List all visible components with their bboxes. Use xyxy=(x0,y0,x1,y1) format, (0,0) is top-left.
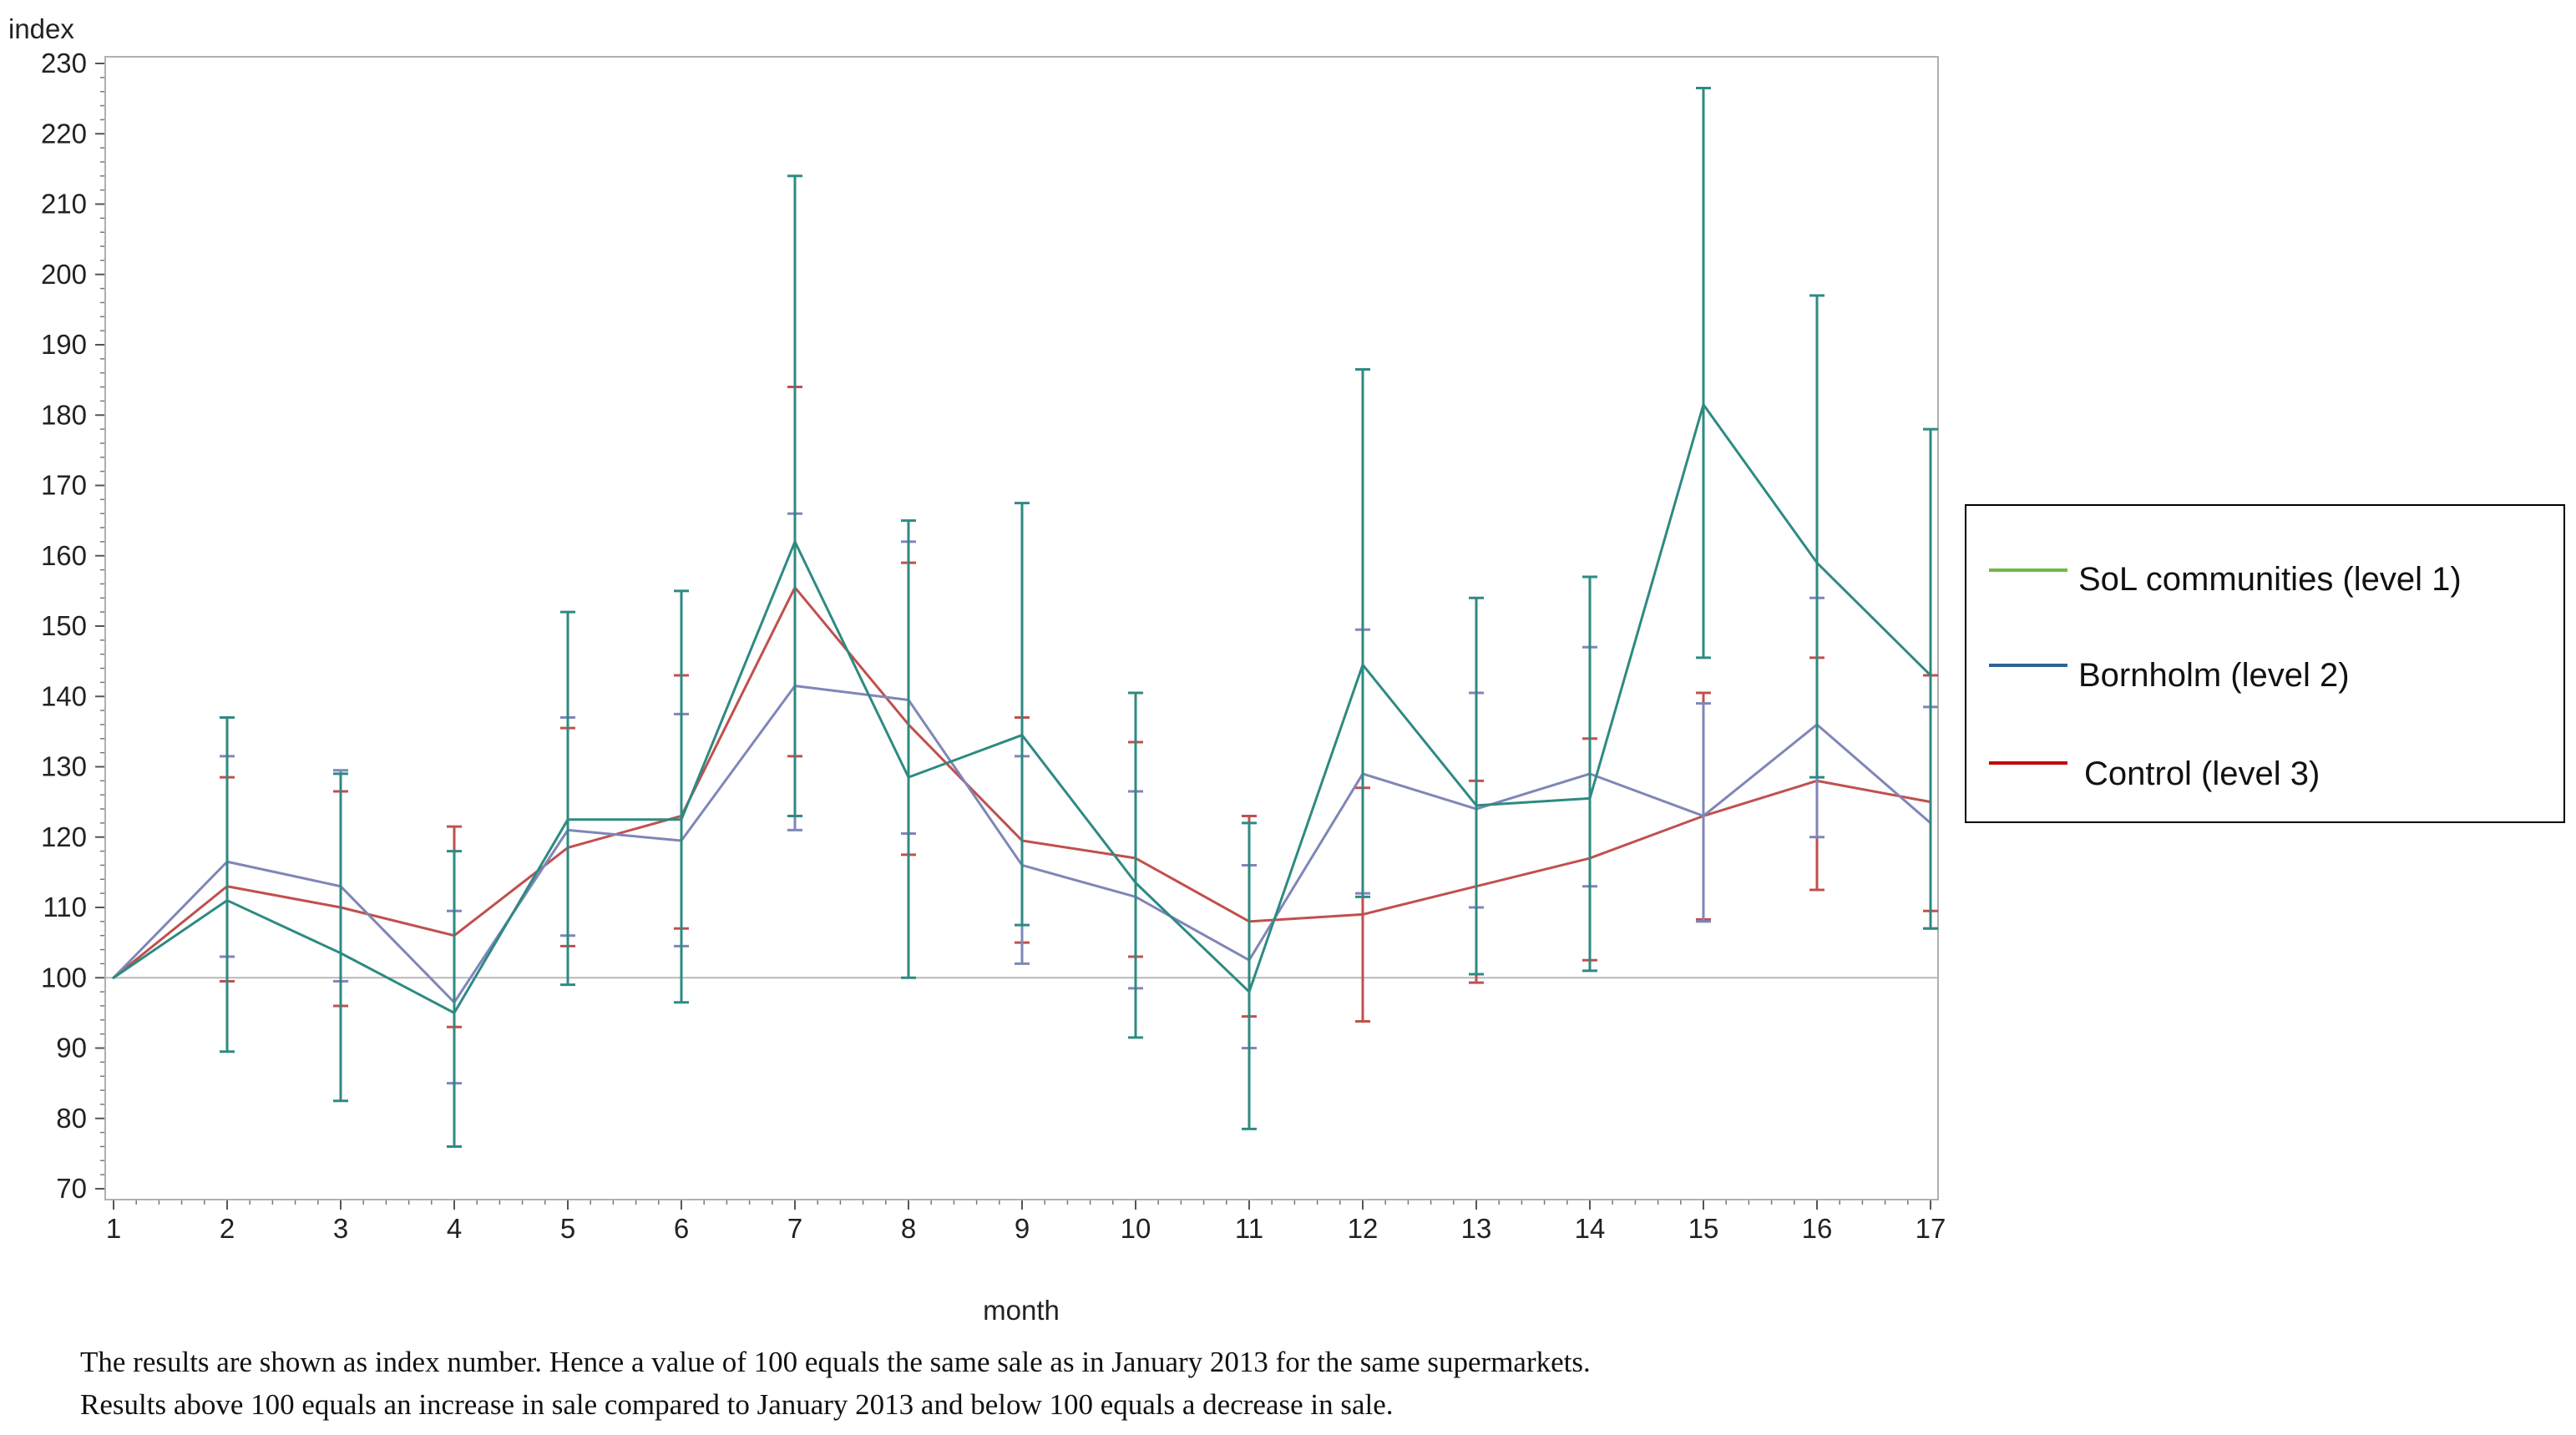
plot-area xyxy=(104,56,1939,1200)
x-tick-label: 9 xyxy=(1015,1213,1030,1244)
x-tick-label: 8 xyxy=(901,1213,916,1244)
x-tick-label: 2 xyxy=(220,1213,235,1244)
series-layer xyxy=(112,86,1938,1148)
caption-line-1: The results are shown as index number. H… xyxy=(80,1346,1591,1378)
y-tick-label: 200 xyxy=(41,259,87,290)
sol-communities-level-1-point xyxy=(225,899,229,902)
sol-communities-level-1-point xyxy=(1815,561,1819,564)
sol-communities-level-1-point xyxy=(1475,804,1478,807)
y-tick-label: 230 xyxy=(41,48,87,78)
sol-communities-level-1-point xyxy=(1134,882,1137,885)
x-tick-label: 13 xyxy=(1461,1213,1492,1244)
x-tick-label: 7 xyxy=(787,1213,802,1244)
x-tick-label: 11 xyxy=(1235,1213,1263,1244)
sol-communities-level-1-point xyxy=(680,818,683,821)
x-tick-label: 4 xyxy=(447,1213,462,1244)
legend: SoL communities (level 1) Bornholm (leve… xyxy=(1965,504,2565,823)
series-bornholm-level-2 xyxy=(112,512,1938,1085)
sol-communities-level-1-point xyxy=(112,976,115,979)
y-tick-label: 130 xyxy=(41,751,87,782)
sol-communities-level-1-point xyxy=(1020,734,1024,737)
legend-label-control: Control (level 3) xyxy=(2084,755,2320,792)
y-tick-label: 80 xyxy=(56,1103,87,1134)
sol-communities-level-1-point xyxy=(566,818,569,821)
y-tick-label: 90 xyxy=(56,1033,87,1064)
x-tick-label: 14 xyxy=(1575,1213,1606,1244)
sol-communities-level-1-point xyxy=(1929,674,1932,677)
sol-communities-level-1-point xyxy=(1361,663,1364,666)
y-axis: 70 80 90 100 110 120 130 140 150 160 170 180 190 200 2… xyxy=(41,48,105,1204)
y-axis-label: index xyxy=(8,13,74,44)
y-tick-label: 120 xyxy=(41,821,87,852)
sol-communities-level-1-point xyxy=(1248,990,1251,993)
x-tick-label: 16 xyxy=(1802,1213,1833,1244)
x-tick-label: 3 xyxy=(333,1213,348,1244)
control-level-3-point xyxy=(1361,912,1364,916)
x-tick-label: 12 xyxy=(1348,1213,1379,1244)
series-control-level-3 xyxy=(112,386,1938,1028)
y-tick-label: 70 xyxy=(56,1173,87,1204)
x-tick-label: 1 xyxy=(106,1213,121,1244)
y-tick-label: 140 xyxy=(41,680,87,711)
sol-communities-level-1-point xyxy=(339,952,342,955)
legend-label-sol: SoL communities (level 1) xyxy=(2078,561,2462,598)
y-tick-label: 190 xyxy=(41,329,87,360)
x-axis: 1 2 3 4 5 6 7 8 9 10 11 12 13 14 15 16 17 xyxy=(106,1200,1946,1244)
caption-line-2: Results above 100 equals an increase in … xyxy=(80,1388,1394,1421)
y-tick-label: 110 xyxy=(43,892,87,922)
y-tick-label: 170 xyxy=(41,470,87,501)
sol-communities-level-1-point xyxy=(793,540,797,543)
x-tick-label: 6 xyxy=(674,1213,689,1244)
y-tick-label: 210 xyxy=(41,189,87,220)
sol-communities-level-1-point xyxy=(1702,403,1705,407)
y-tick-label: 160 xyxy=(41,540,87,571)
legend-label-bornholm: Bornholm (level 2) xyxy=(2078,657,2350,694)
y-tick-label: 150 xyxy=(41,610,87,641)
sol-communities-level-1-point xyxy=(907,776,910,779)
sol-communities-level-1-point xyxy=(453,1011,456,1014)
x-axis-label: month xyxy=(983,1295,1060,1326)
bornholm-level-2-point xyxy=(1702,814,1705,817)
x-tick-label: 10 xyxy=(1121,1213,1151,1244)
x-tick-label: 5 xyxy=(560,1213,575,1244)
series-sol-communities-level-1 xyxy=(112,86,1938,1148)
y-tick-label: 180 xyxy=(41,399,87,430)
x-tick-label: 17 xyxy=(1916,1213,1946,1244)
x-tick-label: 15 xyxy=(1688,1213,1719,1244)
y-tick-label: 220 xyxy=(41,118,87,149)
y-tick-label: 100 xyxy=(41,962,87,993)
sol-communities-level-1-point xyxy=(1588,796,1592,800)
